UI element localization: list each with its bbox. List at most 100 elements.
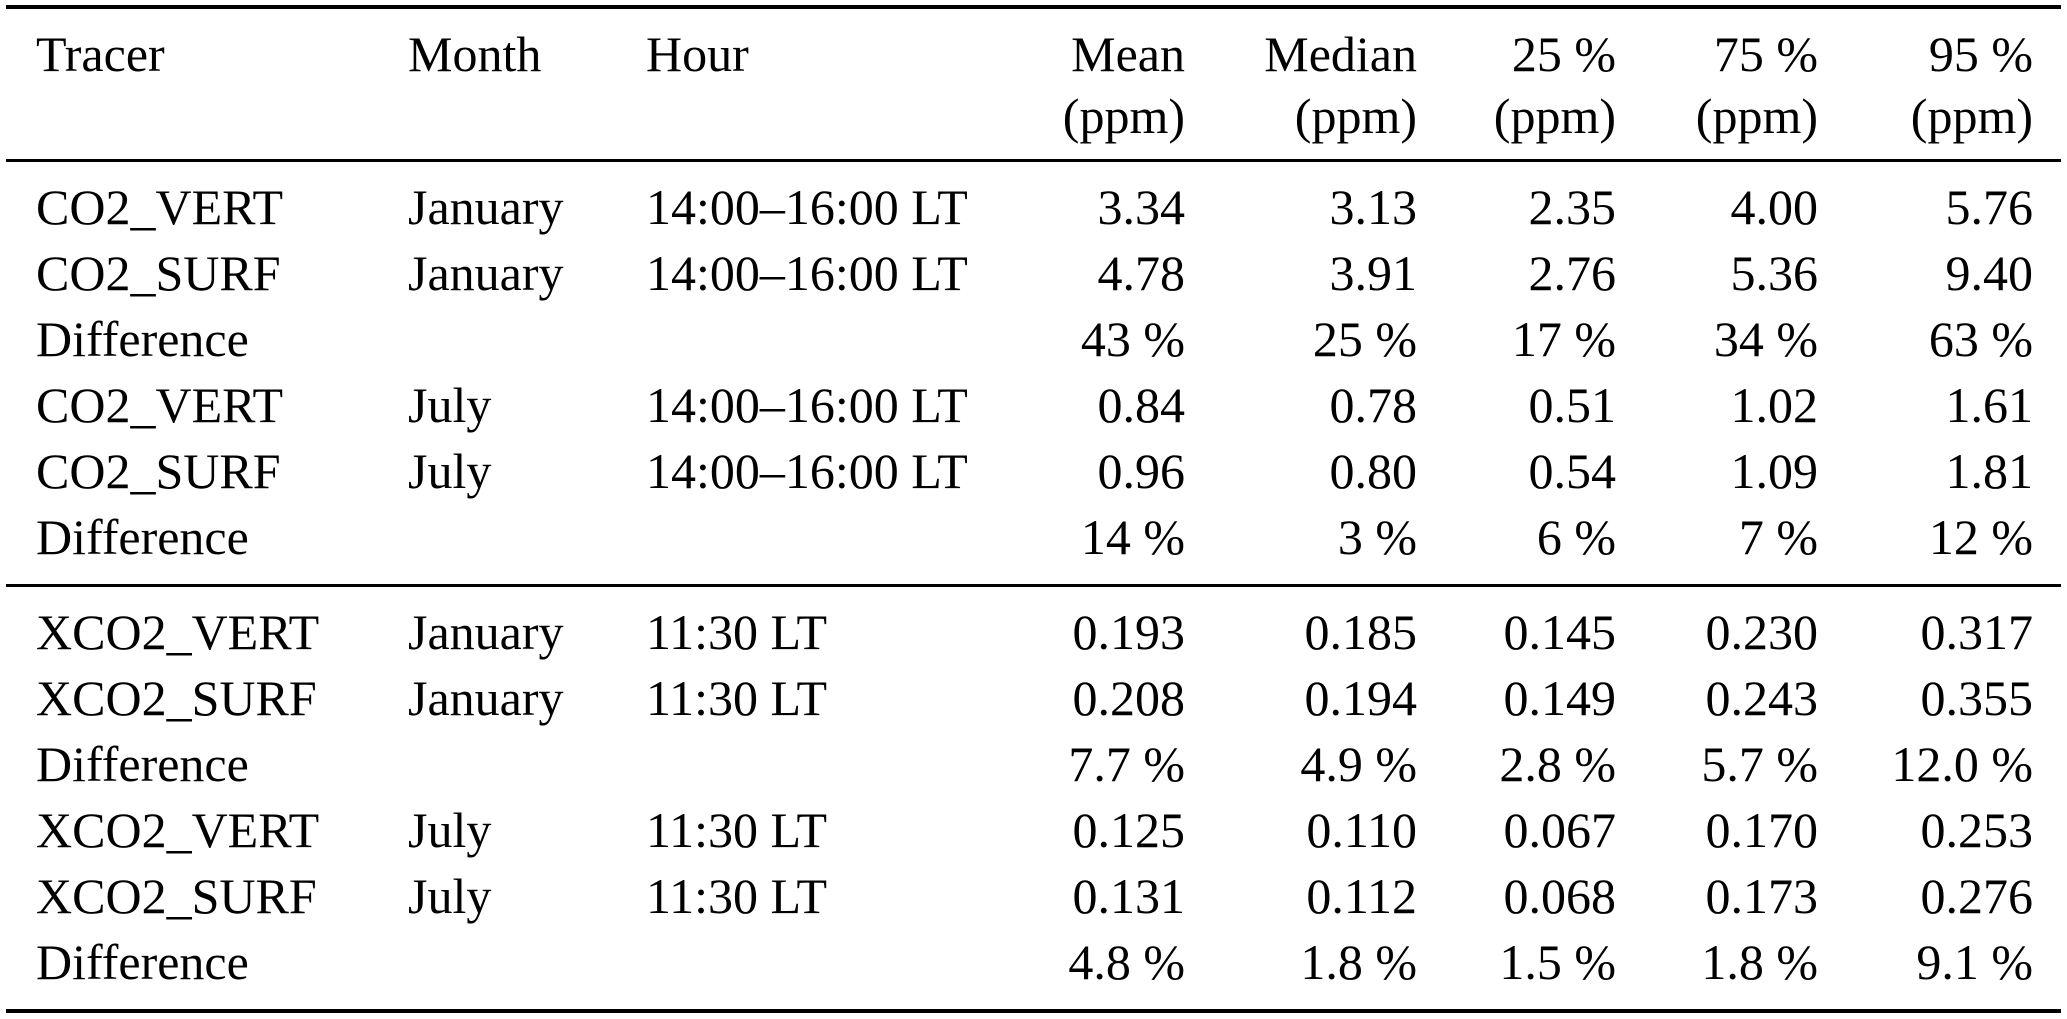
cell-p95: 9.1 % <box>1916 933 2033 990</box>
cell-month: January <box>408 178 564 235</box>
table-row: XCO2_VERT January 11:30 LT 0.193 0.185 0.145 0… <box>6 585 2061 665</box>
cell-hour: 11:30 LT <box>646 867 828 924</box>
cell-p75: 5.36 <box>1730 244 1819 301</box>
cell-mean: 0.96 <box>1097 442 1186 499</box>
cell-tracer: Difference <box>36 933 249 990</box>
tracer-statistics-table-container: Tracer Month Hour Mean (ppm) Median (ppm) 25 % (… <box>6 5 2061 1013</box>
cell-tracer: CO2_SURF <box>36 442 281 499</box>
cell-hour <box>646 929 1006 1011</box>
cell-median: 3 % <box>1337 508 1417 565</box>
cell-mean: 0.193 <box>1072 603 1186 660</box>
cell-p75: 1.02 <box>1730 376 1819 433</box>
table-row: Difference 14 % 3 % 6 % 7 % 12 % <box>6 504 2061 586</box>
cell-p75: 0.243 <box>1705 669 1819 726</box>
column-label-p75: 75 % <box>1713 26 1818 82</box>
cell-month: January <box>408 669 564 726</box>
cell-p25: 6 % <box>1536 508 1616 565</box>
cell-tracer: XCO2_SURF <box>36 867 317 924</box>
cell-p25: 0.145 <box>1503 603 1617 660</box>
cell-tracer: Difference <box>36 508 249 565</box>
table-section-xco2: XCO2_VERT January 11:30 LT 0.193 0.185 0.145 0… <box>6 585 2061 1011</box>
column-header-month: Month <box>408 7 646 160</box>
cell-median: 4.9 % <box>1300 735 1417 792</box>
cell-p95: 12 % <box>1928 508 2033 565</box>
cell-mean: 4.78 <box>1097 244 1186 301</box>
cell-month <box>408 731 646 797</box>
cell-p95: 5.76 <box>1945 178 2034 235</box>
cell-month: January <box>408 244 564 301</box>
cell-p95: 0.355 <box>1920 669 2034 726</box>
cell-hour: 14:00–16:00 LT <box>646 178 968 235</box>
cell-hour: 11:30 LT <box>646 669 828 726</box>
cell-p75: 7 % <box>1738 508 1818 565</box>
cell-p25: 0.54 <box>1528 442 1617 499</box>
cell-p25: 1.5 % <box>1499 933 1616 990</box>
cell-tracer: CO2_SURF <box>36 244 281 301</box>
cell-mean: 3.34 <box>1097 178 1186 235</box>
cell-p75: 0.173 <box>1705 867 1819 924</box>
column-header-hour: Hour <box>646 7 1006 160</box>
column-header-p95: 95 % (ppm) <box>1818 7 2061 160</box>
cell-p95: 0.276 <box>1920 867 2034 924</box>
table-row: Difference 43 % 25 % 17 % 34 % 63 % <box>6 306 2061 372</box>
cell-p25: 0.067 <box>1503 801 1617 858</box>
cell-p75: 0.230 <box>1705 603 1819 660</box>
cell-p75: 34 % <box>1713 310 1818 367</box>
cell-month: July <box>408 801 492 858</box>
cell-p95: 1.61 <box>1945 376 2034 433</box>
cell-tracer: Difference <box>36 310 249 367</box>
cell-p25: 2.8 % <box>1499 735 1616 792</box>
table-header: Tracer Month Hour Mean (ppm) Median (ppm) 25 % (… <box>6 7 2061 160</box>
cell-mean: 0.208 <box>1072 669 1186 726</box>
cell-tracer: XCO2_VERT <box>36 603 320 660</box>
column-unit-mean: (ppm) <box>1062 88 1185 144</box>
cell-median: 3.13 <box>1329 178 1418 235</box>
cell-hour: 11:30 LT <box>646 603 828 660</box>
column-label-mean: Mean <box>1071 26 1185 82</box>
cell-median: 0.112 <box>1306 867 1417 924</box>
table-row: CO2_VERT July 14:00–16:00 LT 0.84 0.78 0.51 1.… <box>6 372 2061 438</box>
column-unit-p25: (ppm) <box>1493 88 1616 144</box>
cell-hour <box>646 731 1006 797</box>
column-unit-median: (ppm) <box>1294 88 1417 144</box>
table-row: CO2_SURF July 14:00–16:00 LT 0.96 0.80 0.54 1.… <box>6 438 2061 504</box>
cell-p95: 63 % <box>1928 310 2033 367</box>
table-row: CO2_VERT January 14:00–16:00 LT 3.34 3.13 2.3… <box>6 160 2061 240</box>
cell-mean: 0.84 <box>1097 376 1186 433</box>
cell-tracer: Difference <box>36 735 249 792</box>
cell-month: July <box>408 376 492 433</box>
cell-p95: 0.253 <box>1920 801 2034 858</box>
cell-p75: 1.09 <box>1730 442 1819 499</box>
cell-p95: 1.81 <box>1945 442 2034 499</box>
cell-p25: 0.149 <box>1503 669 1617 726</box>
table-row: XCO2_SURF July 11:30 LT 0.131 0.112 0.068 0.17… <box>6 863 2061 929</box>
cell-median: 0.185 <box>1304 603 1418 660</box>
cell-month: July <box>408 442 492 499</box>
column-label-month: Month <box>408 26 542 82</box>
column-header-p75: 75 % (ppm) <box>1616 7 1818 160</box>
column-unit-p95: (ppm) <box>1910 88 2033 144</box>
cell-median: 0.110 <box>1306 801 1417 858</box>
table-header-row: Tracer Month Hour Mean (ppm) Median (ppm) 25 % (… <box>6 7 2061 160</box>
cell-month <box>408 306 646 372</box>
cell-mean: 0.125 <box>1072 801 1186 858</box>
cell-mean: 7.7 % <box>1068 735 1185 792</box>
cell-p25: 17 % <box>1511 310 1616 367</box>
column-unit-p75: (ppm) <box>1695 88 1818 144</box>
cell-p25: 2.76 <box>1528 244 1617 301</box>
cell-p75: 0.170 <box>1705 801 1819 858</box>
column-header-tracer: Tracer <box>6 7 408 160</box>
table-row: Difference 4.8 % 1.8 % 1.5 % 1.8 % 9.1 % <box>6 929 2061 1011</box>
cell-hour: 11:30 LT <box>646 801 828 858</box>
cell-month: July <box>408 867 492 924</box>
column-header-mean: Mean (ppm) <box>1006 7 1185 160</box>
cell-p95: 0.317 <box>1920 603 2034 660</box>
cell-mean: 14 % <box>1080 508 1185 565</box>
cell-tracer: XCO2_VERT <box>36 801 320 858</box>
column-label-p25: 25 % <box>1511 26 1616 82</box>
cell-p25: 0.068 <box>1503 867 1617 924</box>
table-row: CO2_SURF January 14:00–16:00 LT 4.78 3.91 2.7… <box>6 240 2061 306</box>
cell-p95: 12.0 % <box>1891 735 2033 792</box>
cell-p75: 4.00 <box>1730 178 1819 235</box>
column-label-tracer: Tracer <box>36 26 165 82</box>
